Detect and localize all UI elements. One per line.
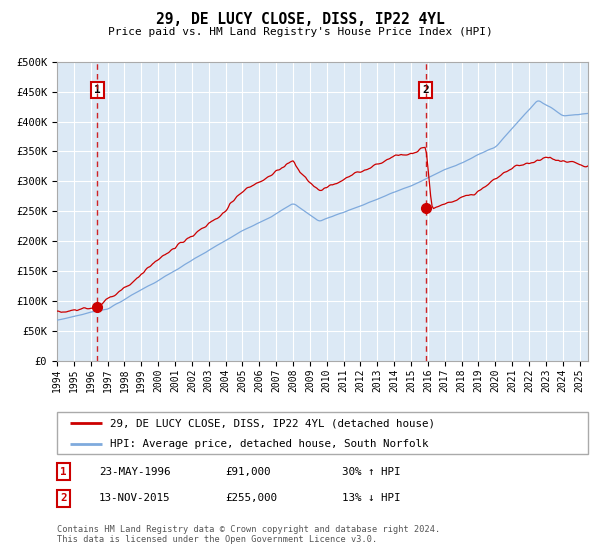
Text: 2: 2 bbox=[60, 493, 67, 503]
Text: Contains HM Land Registry data © Crown copyright and database right 2024.
This d: Contains HM Land Registry data © Crown c… bbox=[57, 525, 440, 544]
Text: 1: 1 bbox=[94, 85, 101, 95]
Text: HPI: Average price, detached house, South Norfolk: HPI: Average price, detached house, Sout… bbox=[110, 440, 428, 449]
FancyBboxPatch shape bbox=[57, 412, 588, 454]
Text: 29, DE LUCY CLOSE, DISS, IP22 4YL: 29, DE LUCY CLOSE, DISS, IP22 4YL bbox=[155, 12, 445, 27]
Text: 1: 1 bbox=[60, 466, 67, 477]
Text: 30% ↑ HPI: 30% ↑ HPI bbox=[342, 466, 401, 477]
Text: £255,000: £255,000 bbox=[225, 493, 277, 503]
Text: 13-NOV-2015: 13-NOV-2015 bbox=[99, 493, 170, 503]
Text: 2: 2 bbox=[422, 85, 429, 95]
Text: Price paid vs. HM Land Registry's House Price Index (HPI): Price paid vs. HM Land Registry's House … bbox=[107, 27, 493, 38]
Text: £91,000: £91,000 bbox=[225, 466, 271, 477]
Text: 29, DE LUCY CLOSE, DISS, IP22 4YL (detached house): 29, DE LUCY CLOSE, DISS, IP22 4YL (detac… bbox=[110, 418, 435, 428]
Text: 13% ↓ HPI: 13% ↓ HPI bbox=[342, 493, 401, 503]
Text: 23-MAY-1996: 23-MAY-1996 bbox=[99, 466, 170, 477]
